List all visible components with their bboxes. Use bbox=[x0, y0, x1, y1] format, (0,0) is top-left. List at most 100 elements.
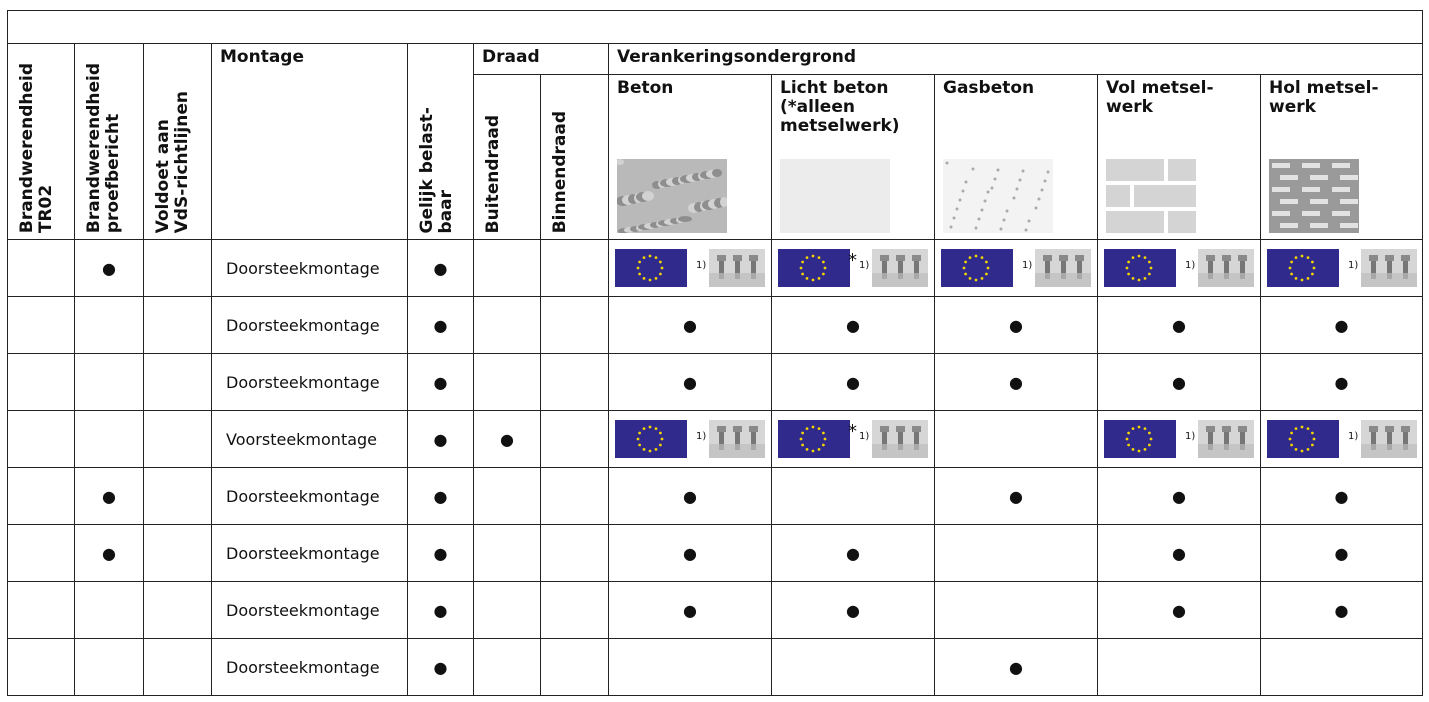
header-cell: Vol metsel- werk bbox=[1097, 74, 1261, 240]
certification: 1) bbox=[935, 240, 1097, 296]
header-cell: Voldoet aan VdS-richtlijnen bbox=[143, 43, 212, 240]
table-cell: 1) bbox=[1259, 410, 1424, 468]
table-cell bbox=[934, 410, 1098, 468]
group-header: Draad bbox=[473, 43, 609, 75]
table-row: ● Doorsteekmontage ● ● ● ● ● bbox=[7, 524, 1424, 582]
header-cell: Brandwerendheid TR02 bbox=[7, 43, 75, 240]
footnote: 1) bbox=[1022, 260, 1033, 271]
table-cell: 1) bbox=[608, 410, 772, 468]
table-cell: ● bbox=[608, 467, 772, 525]
empty-caption-row bbox=[6, 10, 1424, 44]
header-cell: Brandwerendheid proefbericht bbox=[74, 43, 144, 240]
certification: 1) bbox=[1261, 411, 1422, 467]
table-cell bbox=[934, 524, 1098, 582]
table-cell: ● bbox=[771, 353, 935, 411]
header-cell: Licht beton (*alleen metselwerk) bbox=[771, 74, 935, 240]
table-cell: ● bbox=[934, 296, 1098, 354]
table-cell: * 1) bbox=[771, 410, 935, 468]
table-cell bbox=[7, 410, 75, 468]
table-cell: ● bbox=[407, 524, 474, 582]
table-cell: Doorsteekmontage bbox=[211, 524, 408, 582]
table-cell bbox=[540, 524, 609, 582]
table-cell bbox=[540, 353, 609, 411]
product-table: Brandwerendheid TR02 Brandwerendheid proe… bbox=[6, 10, 1424, 696]
table-cell bbox=[1259, 638, 1424, 696]
table-cell: ● bbox=[407, 353, 474, 411]
footnote: 1) bbox=[696, 431, 707, 442]
table-cell: 1) bbox=[1259, 239, 1424, 297]
asterisk: * bbox=[848, 250, 857, 271]
header-label: Voldoet aan VdS-richtlijnen bbox=[153, 90, 192, 233]
header-label: Buitendraad bbox=[483, 114, 503, 233]
table-cell: ● bbox=[934, 353, 1098, 411]
table-cell bbox=[74, 296, 144, 354]
table-cell bbox=[7, 467, 75, 525]
table-cell bbox=[74, 353, 144, 411]
table-cell bbox=[143, 581, 212, 639]
table-row: ● Doorsteekmontage ● 1) * 1) 1) 1) 1) bbox=[7, 239, 1424, 297]
table-cell bbox=[7, 239, 75, 297]
header-cell: Buitendraad bbox=[473, 74, 541, 240]
table-cell bbox=[473, 638, 541, 696]
table-row: Doorsteekmontage ● ● ● ● ● ● bbox=[7, 353, 1424, 411]
table-cell: ● bbox=[1259, 467, 1424, 525]
header-cell: Gasbeton bbox=[934, 74, 1098, 240]
header-row: Brandwerendheid TR02 Brandwerendheid proe… bbox=[7, 43, 1424, 240]
footnote: 1) bbox=[859, 260, 870, 271]
table-cell bbox=[143, 296, 212, 354]
table-row: Doorsteekmontage ● ● ● ● ● bbox=[7, 581, 1424, 639]
table-cell: ● bbox=[74, 467, 144, 525]
table-cell: ● bbox=[608, 524, 772, 582]
table-cell bbox=[473, 581, 541, 639]
table-cell: ● bbox=[934, 638, 1098, 696]
group-header: Verankeringsondergrond bbox=[607, 43, 1424, 75]
header-cell: Binnendraad bbox=[540, 74, 609, 240]
footnote: 1) bbox=[1348, 431, 1359, 442]
table-cell bbox=[934, 581, 1098, 639]
table-cell bbox=[473, 524, 541, 582]
table-cell: ● bbox=[771, 524, 935, 582]
certification: 1) bbox=[609, 240, 771, 296]
table-cell bbox=[1097, 638, 1261, 696]
table-cell: ● bbox=[1259, 296, 1424, 354]
table-cell: 1) bbox=[1097, 239, 1261, 297]
table-cell bbox=[608, 638, 772, 696]
header-label: Brandwerendheid proefbericht bbox=[84, 62, 123, 233]
certification: * 1) bbox=[772, 240, 934, 296]
table-cell: ● bbox=[1097, 581, 1261, 639]
certification: * 1) bbox=[772, 411, 934, 467]
table-cell bbox=[771, 467, 935, 525]
table-row: Doorsteekmontage ● ● ● ● ● ● bbox=[7, 296, 1424, 354]
table-cell: 1) bbox=[1097, 410, 1261, 468]
certification: 1) bbox=[1261, 240, 1422, 296]
footnote: 1) bbox=[1348, 260, 1359, 271]
header-cell: Hol metsel- werk bbox=[1259, 74, 1424, 240]
certification: 1) bbox=[609, 411, 771, 467]
certification: 1) bbox=[1098, 411, 1260, 467]
table-cell bbox=[7, 524, 75, 582]
table-cell: ● bbox=[407, 638, 474, 696]
table-cell bbox=[143, 353, 212, 411]
table-cell: 1) bbox=[934, 239, 1098, 297]
table-row: Doorsteekmontage ● ● bbox=[7, 638, 1424, 696]
header-cell: Gelijk belast- baar bbox=[407, 43, 474, 240]
table-cell: Doorsteekmontage bbox=[211, 467, 408, 525]
table-cell: ● bbox=[1097, 467, 1261, 525]
table-cell: ● bbox=[407, 410, 474, 468]
table-cell: ● bbox=[1097, 524, 1261, 582]
footnote: 1) bbox=[1185, 260, 1196, 271]
table-row: Voorsteekmontage ● ● 1) * 1) 1) 1) bbox=[7, 410, 1424, 468]
table-cell: Voorsteekmontage bbox=[211, 410, 408, 468]
table-cell bbox=[143, 239, 212, 297]
table-cell: Doorsteekmontage bbox=[211, 638, 408, 696]
table-cell: ● bbox=[1097, 353, 1261, 411]
table-cell bbox=[74, 581, 144, 639]
table-cell bbox=[473, 467, 541, 525]
table-cell bbox=[540, 467, 609, 525]
table-cell: ● bbox=[771, 581, 935, 639]
header-label: Brandwerendheid TR02 bbox=[17, 62, 56, 233]
table-body: Brandwerendheid TR02 Brandwerendheid proe… bbox=[6, 10, 1424, 696]
table-cell: ● bbox=[771, 296, 935, 354]
header-label: Licht beton (*alleen metselwerk) bbox=[780, 78, 900, 136]
